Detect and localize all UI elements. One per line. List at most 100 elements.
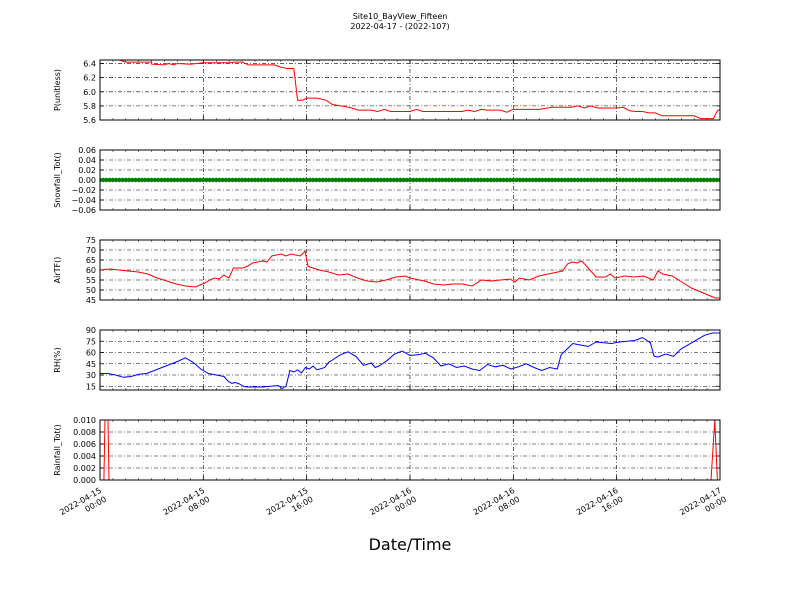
data-point [285, 177, 290, 183]
y-tick-label: −0.02 [71, 186, 96, 195]
x-tick-label: 2022-04-1616:00 [575, 486, 625, 526]
data-point [695, 177, 700, 183]
data-point [343, 177, 348, 183]
data-point [181, 177, 187, 183]
data-point [524, 177, 529, 183]
y-tick-label: 6.2 [83, 74, 96, 83]
data-point [491, 177, 497, 183]
data-point [146, 177, 151, 183]
data-point [436, 177, 442, 183]
data-point [620, 177, 626, 183]
data-point [259, 177, 264, 183]
data-point [614, 177, 619, 183]
data-point [278, 177, 284, 183]
y-tick-label: 65 [86, 256, 96, 265]
data-point [566, 177, 571, 183]
plot-frame [99, 239, 721, 301]
data-point [233, 177, 238, 183]
data-point [381, 177, 387, 183]
data-point [339, 177, 345, 183]
data-point [701, 177, 707, 183]
data-point [304, 177, 309, 183]
subplot-p: 6.4 6.2 6.0 5.8 5.6 P(unitless) [53, 59, 721, 125]
data-point [272, 177, 277, 183]
data-point [239, 177, 245, 183]
data-point [604, 177, 610, 183]
data-point [120, 177, 125, 183]
y-tick-label: 0.004 [73, 452, 96, 461]
data-point [549, 177, 555, 183]
data-point [423, 177, 429, 183]
series-p [100, 60, 720, 120]
data-point [152, 177, 158, 183]
data-point [194, 177, 200, 183]
data-point [530, 177, 535, 183]
data-point [630, 177, 636, 183]
data-point [323, 177, 329, 183]
data-point [627, 177, 632, 183]
data-point [275, 177, 280, 183]
data-point [462, 177, 468, 183]
data-point [608, 177, 613, 183]
series-rh [100, 332, 720, 390]
data-point [104, 177, 109, 183]
data-point [662, 177, 668, 183]
data-point [617, 177, 623, 183]
data-point [414, 177, 419, 183]
plot-frame [99, 149, 721, 211]
data-point [714, 177, 719, 183]
data-point [517, 177, 522, 183]
series-line [100, 60, 720, 120]
chart-title-line1: Site10_BayView_Fifteen [353, 12, 448, 21]
y-tick-label: 45 [86, 296, 96, 305]
data-point [666, 177, 671, 183]
data-point [165, 177, 171, 183]
data-point [246, 177, 251, 183]
data-point [143, 177, 148, 183]
data-point [698, 177, 703, 183]
x-tick-label: 2022-04-1500:00 [58, 486, 108, 526]
y-tick-label: 45 [86, 360, 96, 369]
data-point [407, 177, 413, 183]
data-point [511, 177, 516, 183]
data-point [136, 177, 141, 183]
y-tick-label: 5.8 [83, 102, 96, 111]
data-point [675, 177, 681, 183]
data-point [582, 177, 587, 183]
x-axis-label: Date/Time [369, 535, 452, 554]
y-tick-label: 0.02 [78, 166, 96, 175]
data-point [543, 177, 548, 183]
data-point [443, 177, 448, 183]
data-point [572, 177, 577, 183]
data-point [130, 177, 135, 183]
y-tick-label: 0.010 [73, 416, 96, 425]
data-point [540, 177, 545, 183]
data-point [291, 177, 296, 183]
data-point [184, 177, 190, 183]
data-point [427, 177, 432, 183]
series-line [100, 249, 720, 299]
data-point [398, 177, 403, 183]
data-point [214, 177, 219, 183]
data-point [117, 177, 122, 183]
data-point [288, 177, 293, 183]
data-point [265, 177, 271, 183]
data-point [527, 177, 532, 183]
data-point [417, 177, 422, 183]
data-point [456, 177, 461, 183]
data-point [485, 177, 490, 183]
data-point [562, 177, 568, 183]
data-point [310, 177, 316, 183]
data-point [113, 177, 119, 183]
data-point [546, 177, 552, 183]
data-point [433, 177, 439, 183]
data-point [633, 177, 639, 183]
data-point [123, 177, 129, 183]
subplot-rh: 90 75 60 45 30 15 RH(%) [53, 326, 721, 391]
data-point [207, 177, 212, 183]
data-point [168, 177, 174, 183]
data-point [230, 177, 235, 183]
data-point [469, 177, 474, 183]
chart-title-line2: 2022-04-17 - (2022-107) [350, 22, 449, 31]
